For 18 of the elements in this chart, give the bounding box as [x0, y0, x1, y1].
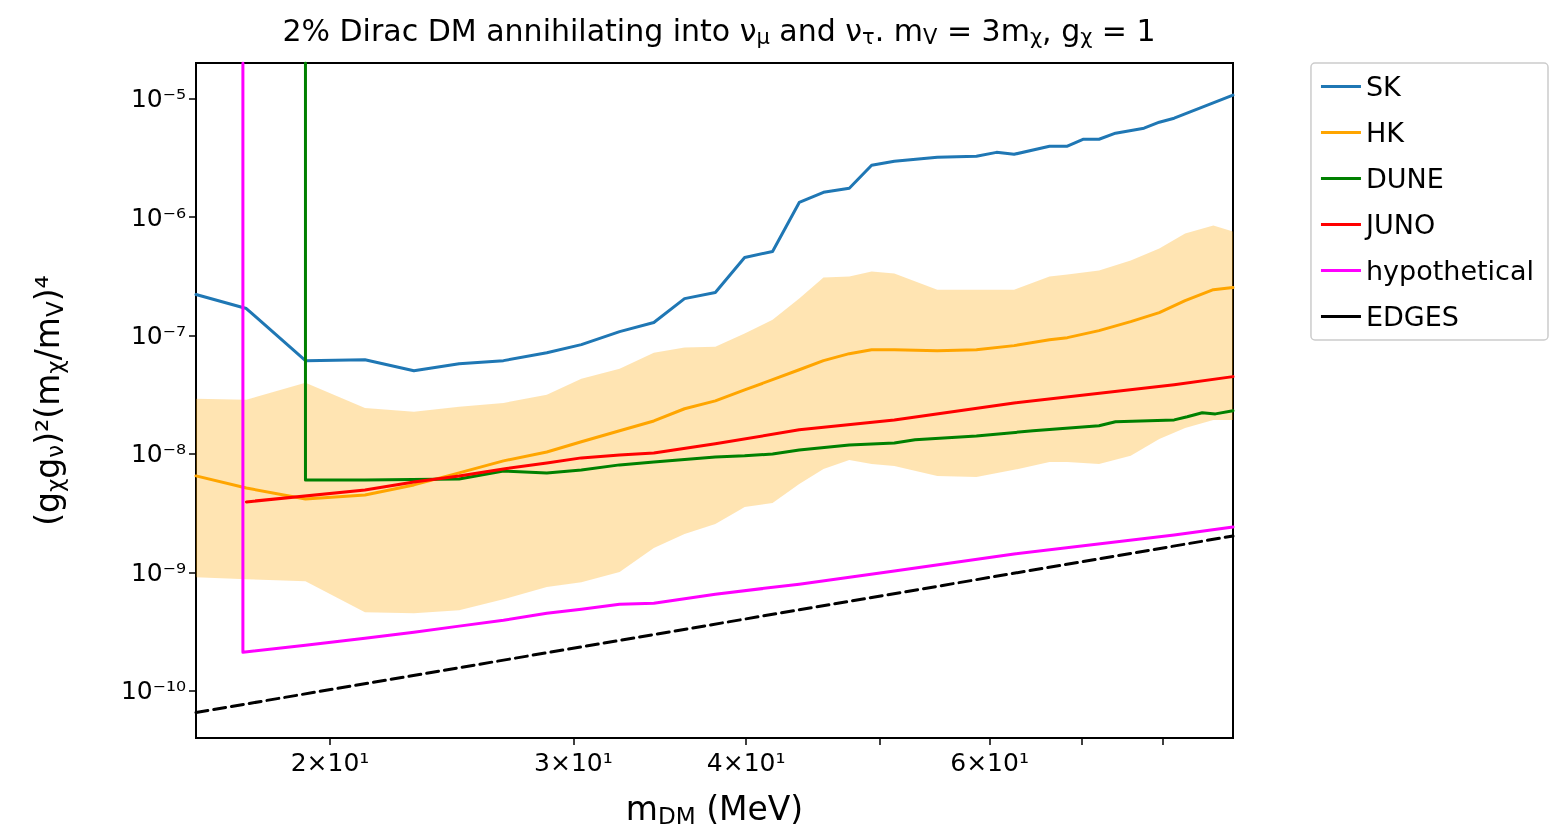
y-tick-label: 10⁻⁹	[130, 557, 186, 587]
y-tick-label: 10⁻⁵	[130, 84, 186, 114]
x-tick-label: 4×10¹	[706, 748, 786, 777]
legend-label: EDGES	[1365, 301, 1459, 332]
legend-label: JUNO	[1363, 209, 1436, 240]
legend-label: hypothetical	[1365, 255, 1535, 286]
y-tick-label: 10⁻⁸	[130, 439, 186, 469]
x-tick-label: 6×10¹	[950, 748, 1029, 777]
x-tick-label: 3×10¹	[534, 748, 613, 777]
y-tick-label: 10⁻¹⁰	[120, 676, 186, 706]
legend-label: SK	[1365, 71, 1403, 102]
x-tick-label: 2×10¹	[290, 748, 370, 777]
y-tick-label: 10⁻⁷	[130, 321, 186, 351]
text: (gχgν)²(mχ/mV)⁴	[27, 275, 68, 526]
x-axis-title: mDM (MeV)	[625, 789, 804, 830]
legend-label: HK	[1365, 117, 1406, 148]
y-tick-label: 10⁻⁶	[130, 202, 186, 232]
legend-label: DUNE	[1365, 163, 1444, 194]
